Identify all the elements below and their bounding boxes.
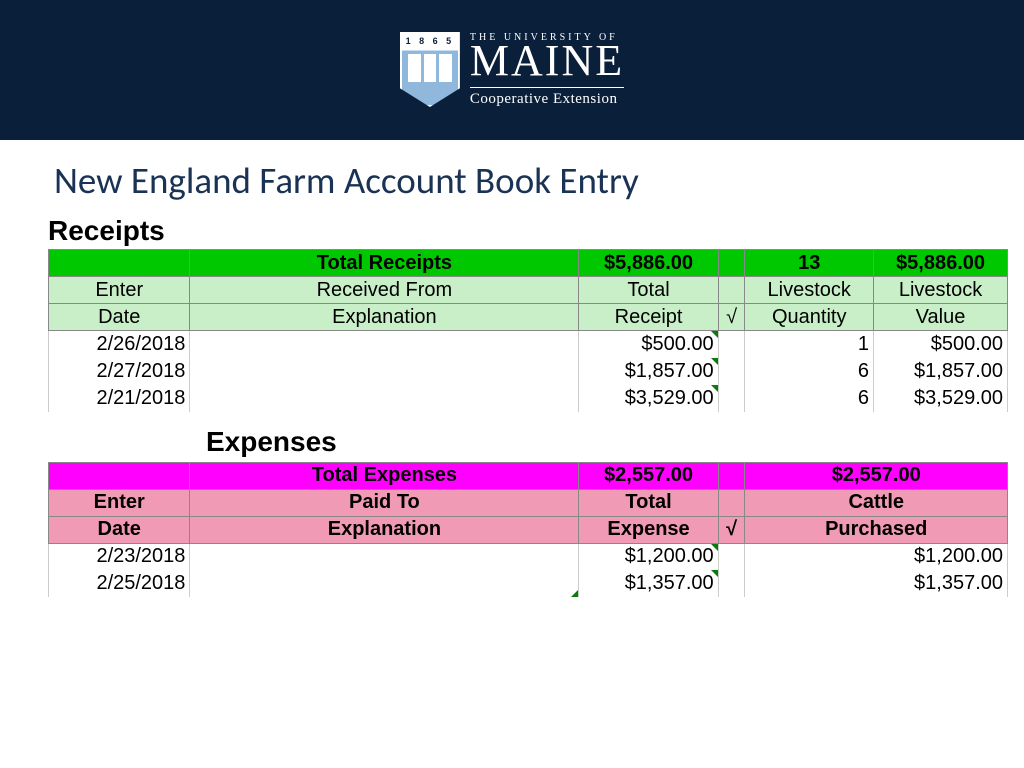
hdr-date: Date bbox=[49, 304, 190, 331]
cell-check bbox=[718, 331, 745, 358]
receipts-header-1: Enter Received From Total Livestock Live… bbox=[49, 277, 1008, 304]
cell-blank bbox=[49, 462, 190, 489]
logo-sub: Cooperative Extension bbox=[470, 91, 624, 108]
header-bar: 1 8 6 5 THE UNIVERSITY OF MAINE Cooperat… bbox=[0, 0, 1024, 140]
cell-desc bbox=[190, 543, 579, 570]
hdr-paidto: Paid To bbox=[190, 489, 579, 516]
cell-total: $1,857.00 bbox=[579, 358, 718, 385]
hdr-value: Value bbox=[874, 304, 1008, 331]
table-row: 2/27/2018 $1,857.00 6 $1,857.00 bbox=[49, 358, 1008, 385]
cell-blank bbox=[49, 250, 190, 277]
hdr-check-mark: √ bbox=[718, 304, 745, 331]
cell-date: 2/27/2018 bbox=[49, 358, 190, 385]
hdr-received: Received From bbox=[190, 277, 579, 304]
cell-check bbox=[718, 543, 745, 570]
expenses-table: Total Expenses $2,557.00 $2,557.00 Enter… bbox=[48, 462, 1008, 598]
table-row: 2/21/2018 $3,529.00 6 $3,529.00 bbox=[49, 385, 1008, 412]
cell-total-label: Total Expenses bbox=[190, 462, 579, 489]
hdr-enter: Enter bbox=[49, 489, 190, 516]
table-row: 2/25/2018 $1,357.00 $1,357.00 bbox=[49, 570, 1008, 597]
cell-total: $1,200.00 bbox=[579, 543, 718, 570]
logo-block: 1 8 6 5 THE UNIVERSITY OF MAINE Cooperat… bbox=[400, 32, 624, 108]
receipts-table: Total Receipts $5,886.00 13 $5,886.00 En… bbox=[48, 249, 1008, 412]
expenses-label: Expenses bbox=[206, 426, 994, 458]
cell-total: $3,529.00 bbox=[579, 385, 718, 412]
hdr-receipt: Receipt bbox=[579, 304, 718, 331]
cell-check bbox=[718, 358, 745, 385]
cell-value: $1,357.00 bbox=[745, 570, 1008, 597]
logo-main: MAINE bbox=[470, 39, 624, 83]
cell-check bbox=[718, 570, 745, 597]
hdr-explanation: Explanation bbox=[190, 516, 579, 543]
expenses-header-2: Date Explanation Expense √ Purchased bbox=[49, 516, 1008, 543]
hdr-check bbox=[718, 277, 745, 304]
cell-date: 2/25/2018 bbox=[49, 570, 190, 597]
cell-desc bbox=[190, 385, 579, 412]
shield-year: 1 8 6 5 bbox=[402, 36, 458, 46]
cell-desc bbox=[190, 358, 579, 385]
cell-qty: 6 bbox=[745, 358, 874, 385]
cell-check bbox=[718, 462, 745, 489]
hdr-check-mark: √ bbox=[718, 516, 745, 543]
cell-date: 2/21/2018 bbox=[49, 385, 190, 412]
content: New England Farm Account Book Entry Rece… bbox=[0, 140, 1024, 597]
expenses-header-1: Enter Paid To Total Cattle bbox=[49, 489, 1008, 516]
cell-total-label: Total Receipts bbox=[190, 250, 579, 277]
shield-windows bbox=[408, 54, 452, 82]
cell-check bbox=[718, 385, 745, 412]
logo-text: THE UNIVERSITY OF MAINE Cooperative Exte… bbox=[470, 32, 624, 108]
receipts-header-2: Date Explanation Receipt √ Quantity Valu… bbox=[49, 304, 1008, 331]
table-row: 2/26/2018 $500.00 1 $500.00 bbox=[49, 331, 1008, 358]
shield-icon: 1 8 6 5 bbox=[400, 32, 460, 107]
cell-value: $2,557.00 bbox=[745, 462, 1008, 489]
hdr-date: Date bbox=[49, 516, 190, 543]
cell-value: $500.00 bbox=[874, 331, 1008, 358]
hdr-total: Total bbox=[579, 489, 718, 516]
hdr-quantity: Quantity bbox=[745, 304, 874, 331]
cell-total: $1,357.00 bbox=[579, 570, 718, 597]
cell-qty: 6 bbox=[745, 385, 874, 412]
hdr-livestock-v: Livestock bbox=[874, 277, 1008, 304]
hdr-explanation: Explanation bbox=[190, 304, 579, 331]
hdr-livestock-q: Livestock bbox=[745, 277, 874, 304]
receipts-totals-row: Total Receipts $5,886.00 13 $5,886.00 bbox=[49, 250, 1008, 277]
cell-desc bbox=[190, 570, 579, 597]
cell-qty: 13 bbox=[745, 250, 874, 277]
hdr-total: Total bbox=[579, 277, 718, 304]
cell-value: $1,200.00 bbox=[745, 543, 1008, 570]
cell-value: $1,857.00 bbox=[874, 358, 1008, 385]
hdr-check bbox=[718, 489, 745, 516]
cell-check bbox=[718, 250, 745, 277]
cell-total-amount: $5,886.00 bbox=[579, 250, 718, 277]
cell-qty: 1 bbox=[745, 331, 874, 358]
hdr-purchased: Purchased bbox=[745, 516, 1008, 543]
hdr-enter: Enter bbox=[49, 277, 190, 304]
cell-desc bbox=[190, 331, 579, 358]
table-row: 2/23/2018 $1,200.00 $1,200.00 bbox=[49, 543, 1008, 570]
receipts-label: Receipts bbox=[48, 215, 994, 247]
cell-total-amount: $2,557.00 bbox=[579, 462, 718, 489]
cell-total: $500.00 bbox=[579, 331, 718, 358]
cell-date: 2/23/2018 bbox=[49, 543, 190, 570]
page-title: New England Farm Account Book Entry bbox=[54, 158, 994, 203]
cell-date: 2/26/2018 bbox=[49, 331, 190, 358]
hdr-expense: Expense bbox=[579, 516, 718, 543]
expenses-totals-row: Total Expenses $2,557.00 $2,557.00 bbox=[49, 462, 1008, 489]
hdr-cattle: Cattle bbox=[745, 489, 1008, 516]
cell-value: $3,529.00 bbox=[874, 385, 1008, 412]
cell-value: $5,886.00 bbox=[874, 250, 1008, 277]
